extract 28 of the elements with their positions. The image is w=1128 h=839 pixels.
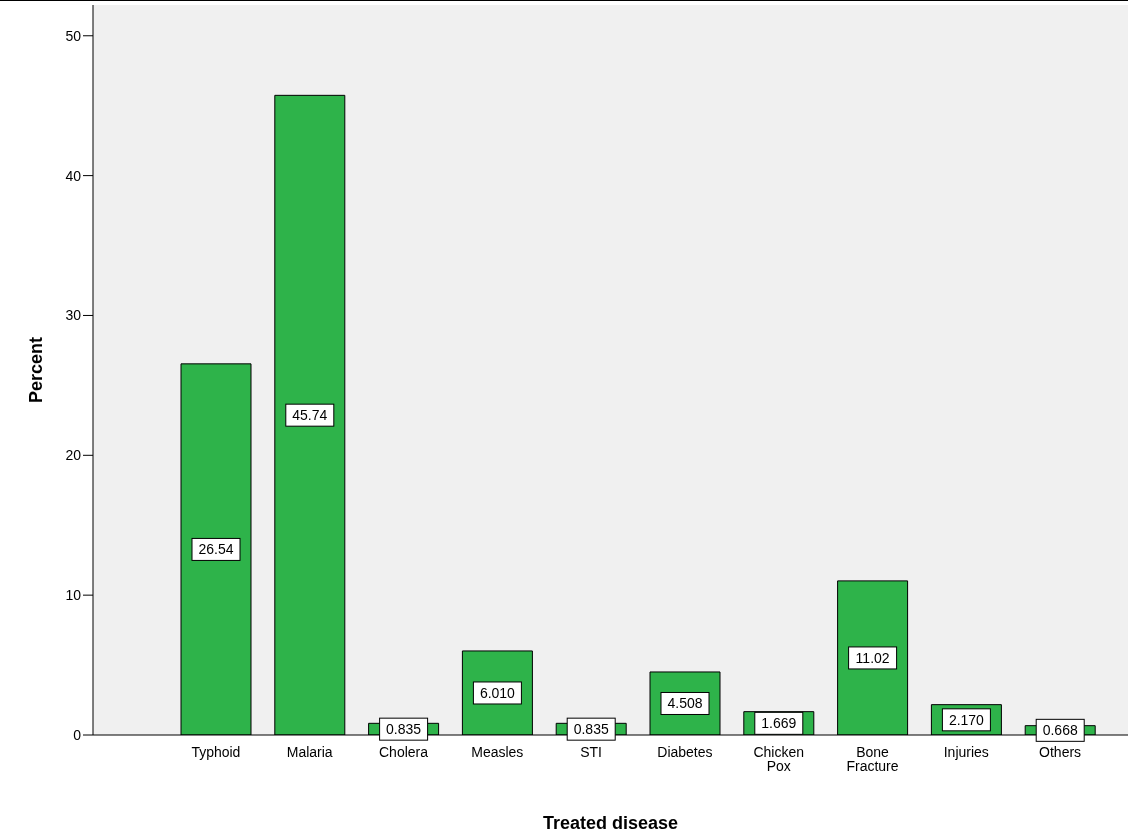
y-tick-label: 0	[73, 726, 82, 743]
x-axis-title: Treated disease	[542, 813, 679, 833]
data-label: 2.170	[948, 711, 985, 728]
x-tick-label: Typhoid	[191, 744, 241, 760]
data-label: 11.02	[855, 649, 890, 666]
data-label: 6.010	[479, 684, 516, 701]
x-tick-label: Chicken Pox	[753, 744, 804, 774]
x-tick-label: Cholera	[378, 744, 429, 760]
data-label: 45.74	[292, 407, 328, 424]
y-tick-label: 10	[65, 587, 82, 604]
x-tick-label: Diabetes	[657, 744, 713, 760]
data-label: 0.835	[386, 721, 422, 738]
x-tick-label: Others	[1039, 744, 1082, 760]
x-tick-label: Measles	[471, 744, 524, 760]
data-label: 26.54	[198, 541, 234, 558]
y-tick-label: 50	[65, 27, 82, 44]
data-label: 1.669	[761, 715, 797, 732]
data-label: 4.508	[667, 695, 703, 712]
y-axis-title: Percent	[26, 336, 47, 404]
y-tick-label: 40	[65, 167, 82, 184]
x-tick-label: STI	[580, 744, 602, 760]
x-tick-label: Injuries	[943, 744, 989, 760]
x-tick-label: Malaria	[286, 744, 333, 760]
x-tick-label: Bone Fracture	[846, 744, 899, 774]
data-label: 0.668	[1042, 722, 1078, 739]
y-tick-label: 30	[65, 307, 82, 324]
data-label: 0.835	[573, 721, 609, 738]
y-tick-label: 20	[65, 447, 82, 464]
